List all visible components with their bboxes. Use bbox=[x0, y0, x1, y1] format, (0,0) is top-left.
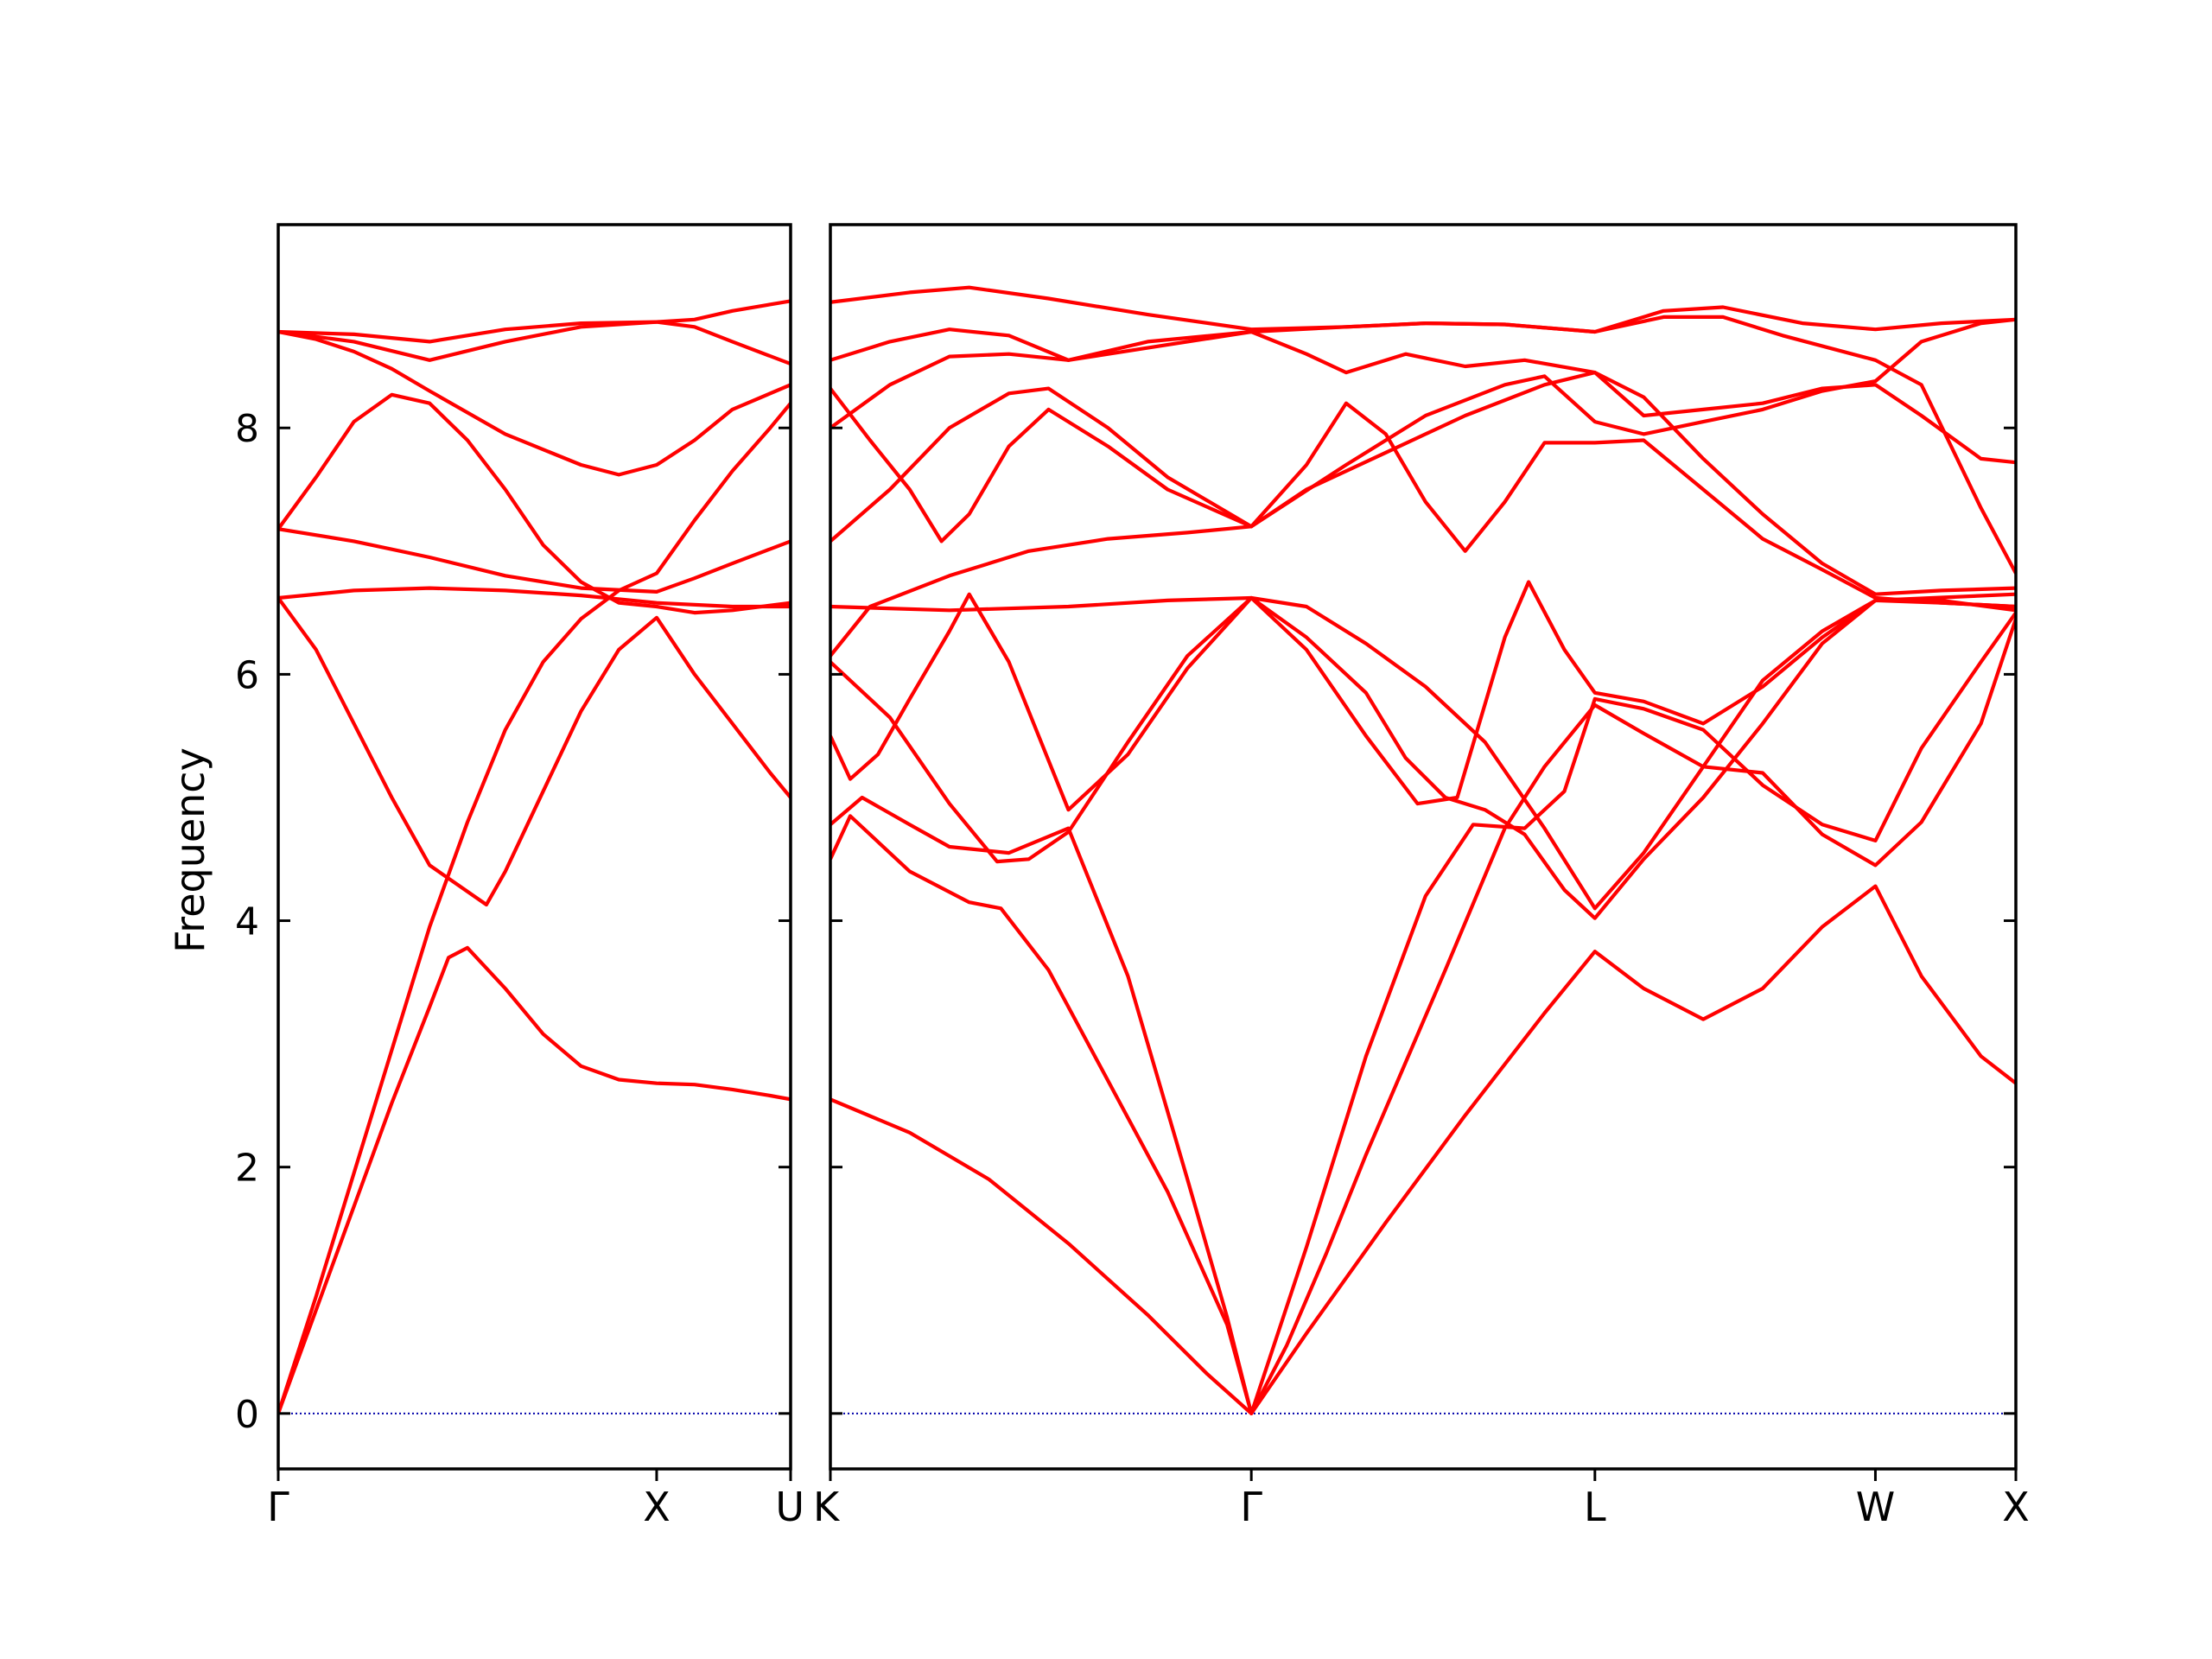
right-band-line-1 bbox=[830, 618, 2016, 1415]
ytick-label: 6 bbox=[235, 653, 259, 697]
right-band-line-7 bbox=[830, 386, 2016, 609]
left-bands bbox=[278, 299, 791, 1414]
left-band-line-8 bbox=[278, 299, 791, 344]
right-panel-frame bbox=[829, 223, 2018, 1471]
left-band-line-6 bbox=[278, 329, 791, 477]
xtick-label-L: L bbox=[1584, 1484, 1606, 1530]
xtick-label-W: W bbox=[1856, 1484, 1895, 1530]
right-band-line-5 bbox=[830, 592, 2016, 911]
right-band-line-9 bbox=[830, 317, 2016, 543]
ytick-label: 8 bbox=[235, 407, 259, 451]
ytick-label: 4 bbox=[235, 900, 259, 944]
xtick-label-X: X bbox=[643, 1484, 671, 1530]
xtick-label-X: X bbox=[2002, 1484, 2030, 1530]
left-band-line-0 bbox=[278, 945, 791, 1414]
right-band-line-11 bbox=[830, 285, 2016, 334]
xtick-label-K: K bbox=[813, 1484, 841, 1530]
xtick-label-Γ: Γ bbox=[1240, 1484, 1262, 1530]
right-band-line-3 bbox=[830, 595, 2016, 920]
xtick-label-Γ: Γ bbox=[267, 1484, 289, 1530]
xtick-label-U: U bbox=[775, 1484, 804, 1530]
right-bands bbox=[830, 285, 2016, 1415]
right-band-line-0 bbox=[830, 884, 2016, 1415]
right-band-line-2 bbox=[830, 611, 2016, 1415]
right-band-line-6 bbox=[830, 371, 2016, 658]
ytick-label: 2 bbox=[235, 1147, 259, 1191]
left-band-line-1 bbox=[278, 402, 791, 1414]
left-band-line-2 bbox=[278, 596, 791, 907]
left-band-line-5 bbox=[278, 392, 791, 615]
left-band-line-4 bbox=[278, 527, 791, 594]
ytick-label: 0 bbox=[235, 1393, 259, 1437]
y-axis-label: Frequency bbox=[167, 747, 213, 953]
left-band-line-7 bbox=[278, 320, 791, 366]
left-panel-frame bbox=[276, 223, 792, 1471]
left-band-line-3 bbox=[278, 586, 791, 609]
